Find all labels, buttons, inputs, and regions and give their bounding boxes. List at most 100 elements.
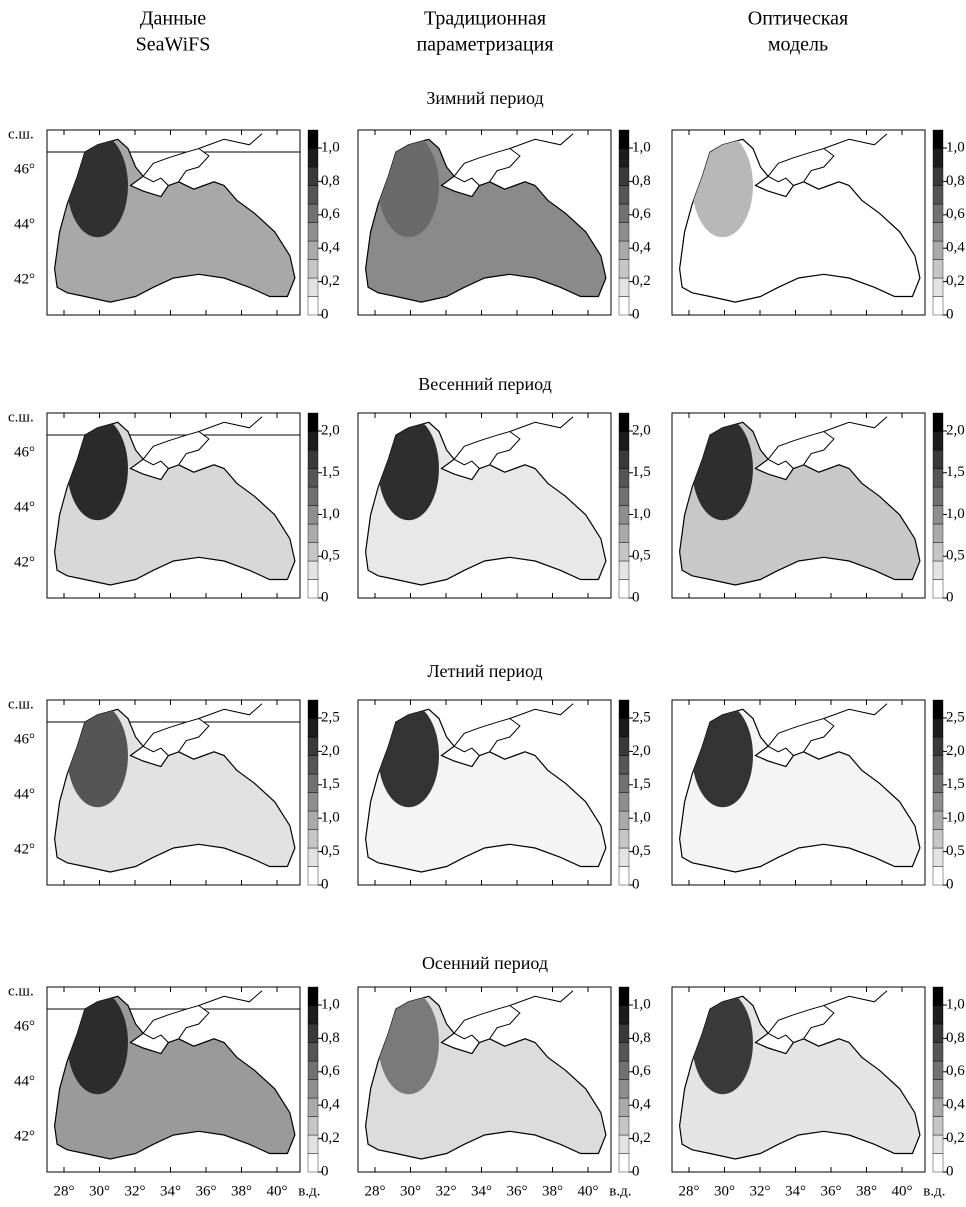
lon-label: 36° xyxy=(507,1183,528,1199)
colorbar-step xyxy=(932,129,944,149)
shelf-fill xyxy=(692,422,753,521)
lat-label: 44° xyxy=(14,786,35,802)
lon-label: 34° xyxy=(471,1183,492,1199)
colorbar-step xyxy=(618,505,630,525)
map-frame xyxy=(46,129,301,316)
colorbar-label: 1,0 xyxy=(632,996,651,1012)
colorbar-step xyxy=(618,185,630,205)
shelf-fill xyxy=(378,422,439,521)
row-title: Весенний период xyxy=(418,374,552,394)
lon-label: 32° xyxy=(125,1183,146,1199)
colorbar-step xyxy=(932,1097,944,1117)
lon-label: 32° xyxy=(436,1183,457,1199)
colorbar-step xyxy=(307,579,319,599)
colorbar-step xyxy=(932,1042,944,1062)
azov-outline xyxy=(453,1004,521,1044)
colorbar-label: 0 xyxy=(632,1163,640,1179)
colorbar-step xyxy=(307,986,319,1006)
lon-label: 30° xyxy=(400,1183,421,1199)
colorbar-step xyxy=(618,277,630,297)
lat-unit: с.ш. xyxy=(8,409,34,425)
colorbar-label: 2,5 xyxy=(632,709,651,725)
row-title: Осенний период xyxy=(422,953,548,973)
colorbar-label: 0,5 xyxy=(632,843,651,859)
colorbar-step xyxy=(932,277,944,297)
colorbar-label: 0,4 xyxy=(632,1097,651,1113)
lat-unit: с.ш. xyxy=(8,983,34,999)
azov-outline xyxy=(767,1004,835,1044)
colorbar-step xyxy=(618,755,630,775)
colorbar-step xyxy=(618,412,630,432)
colorbar-step xyxy=(932,166,944,186)
colorbar-label: 0,6 xyxy=(321,206,340,222)
colorbar-label: 0,5 xyxy=(946,843,965,859)
colorbar-label: 0,8 xyxy=(946,173,965,189)
colorbar-label: 1,0 xyxy=(321,139,340,155)
colorbar-step xyxy=(932,1023,944,1043)
lon-label: 32° xyxy=(750,1183,771,1199)
colorbar-label: 0,4 xyxy=(946,1097,965,1113)
colorbar-label: 0 xyxy=(632,876,640,892)
shelf-fill xyxy=(378,139,439,238)
colorbar-label: 0,5 xyxy=(946,548,965,564)
map-frame xyxy=(357,129,612,316)
colorbar-step xyxy=(618,222,630,242)
shelf-fill xyxy=(67,422,128,521)
map-frame xyxy=(46,412,301,599)
azov-outline xyxy=(142,147,210,187)
colorbar-step xyxy=(307,736,319,756)
colorbar-step xyxy=(618,431,630,451)
colorbar-step xyxy=(618,829,630,849)
colorbar-step xyxy=(932,829,944,849)
colorbar-step xyxy=(307,412,319,432)
colorbar-step xyxy=(618,773,630,793)
colorbar-step xyxy=(307,166,319,186)
map-frame xyxy=(671,129,926,316)
colorbar-step xyxy=(618,240,630,260)
colorbar-label: 0,4 xyxy=(321,1097,340,1113)
colorbar-step xyxy=(618,449,630,469)
colorbar-step xyxy=(618,718,630,738)
colorbar-step xyxy=(618,1097,630,1117)
coast-line xyxy=(198,990,263,1006)
colorbar-step xyxy=(307,431,319,451)
shelf-fill xyxy=(67,709,128,808)
lon-label: 34° xyxy=(160,1183,181,1199)
colorbar-step xyxy=(932,699,944,719)
coast-line xyxy=(823,703,888,719)
colorbar-step xyxy=(932,1116,944,1136)
colorbar-step xyxy=(618,1079,630,1099)
lon-label: 38° xyxy=(231,1183,252,1199)
coast-line xyxy=(198,416,263,432)
colorbar-step xyxy=(932,792,944,812)
column-header: Традиционная xyxy=(424,8,546,30)
shelf-fill xyxy=(378,996,439,1095)
column-header: Данные xyxy=(140,8,206,30)
colorbar-step xyxy=(618,1023,630,1043)
colorbar-label: 1,5 xyxy=(632,776,651,792)
colorbar-label: 2,0 xyxy=(632,422,651,438)
colorbar-label: 0,8 xyxy=(321,1030,340,1046)
coast-line xyxy=(198,703,263,719)
colorbar-label: 1,0 xyxy=(946,810,965,826)
lon-unit: в.д. xyxy=(609,1183,631,1199)
colorbar-label: 0 xyxy=(321,589,329,605)
lat-label: 46° xyxy=(14,1018,35,1034)
row-title: Зимний период xyxy=(426,88,543,108)
lat-label: 44° xyxy=(14,1073,35,1089)
colorbar-step xyxy=(618,792,630,812)
colorbar-label: 1,5 xyxy=(946,464,965,480)
coast-line xyxy=(509,416,574,432)
colorbar-label: 0 xyxy=(946,1163,954,1179)
azov-outline xyxy=(142,1004,210,1044)
colorbar-step xyxy=(932,1060,944,1080)
azov-outline xyxy=(767,147,835,187)
lat-label: 46° xyxy=(14,731,35,747)
map-frame xyxy=(46,699,301,886)
colorbar-label: 1,5 xyxy=(632,464,651,480)
column-header: SeaWiFS xyxy=(136,34,211,56)
lat-label: 46° xyxy=(14,161,35,177)
colorbar-step xyxy=(932,560,944,580)
row-title: Летний период xyxy=(427,661,542,681)
